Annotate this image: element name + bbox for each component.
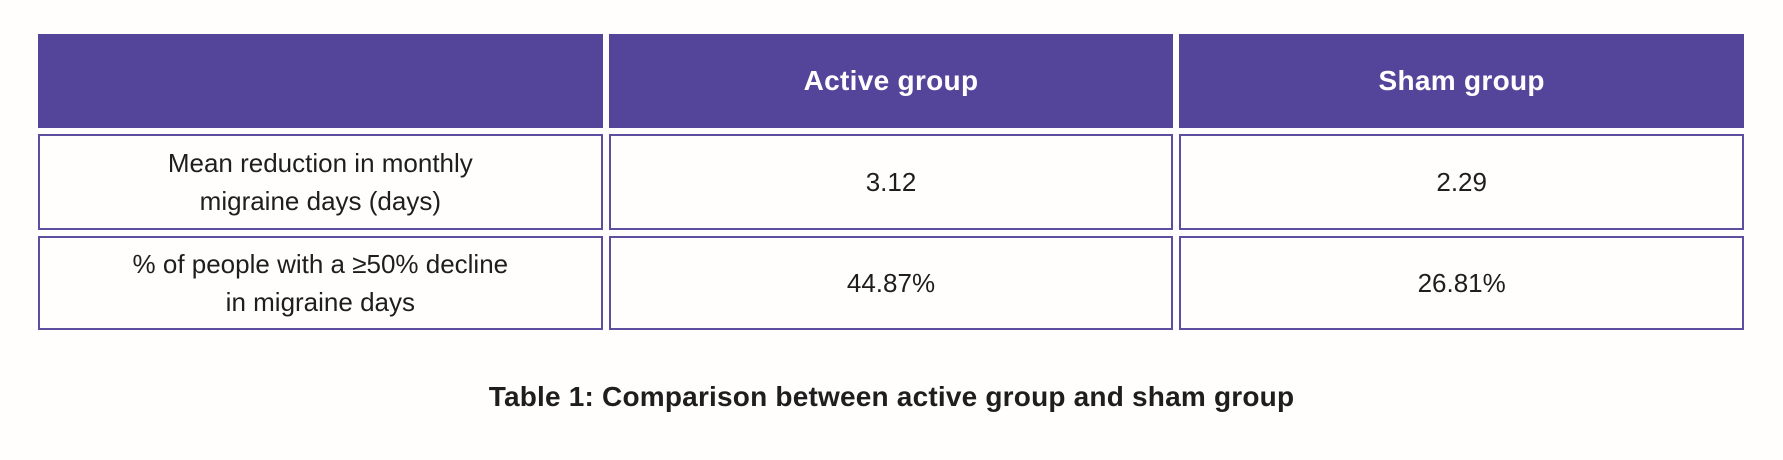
- row-label-line: in migraine days: [225, 287, 415, 317]
- row-label-line: Mean reduction in monthly: [167, 148, 473, 178]
- header-cell-sham-group: Sham group: [1179, 34, 1744, 128]
- header-cell-empty: [38, 34, 603, 128]
- row-label-line: migraine days (days): [199, 186, 441, 216]
- row-label-percent-decline: % of people with a ≥50% decline in migra…: [38, 236, 603, 330]
- value-cell-active-percent-decline: 44.87%: [608, 236, 1174, 330]
- value-cell-sham-mean-reduction: 2.29: [1179, 134, 1744, 230]
- value-cell-sham-percent-decline: 26.81%: [1179, 236, 1744, 330]
- row-label-line: % of people with a ≥50% decline: [132, 249, 509, 279]
- row-label-mean-reduction: Mean reduction in monthly migraine days …: [38, 134, 603, 230]
- value-cell-active-mean-reduction: 3.12: [608, 134, 1174, 230]
- table-caption: Table 1: Comparison between active group…: [488, 381, 1295, 412]
- comparison-table: Active group Sham group Mean reduction i…: [38, 34, 1744, 330]
- header-cell-active-group: Active group: [608, 34, 1174, 128]
